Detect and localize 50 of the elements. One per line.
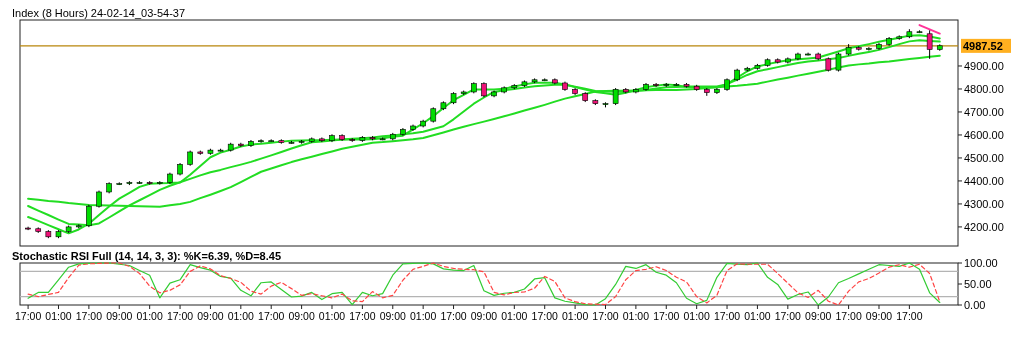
x-tick-label: 17:00 xyxy=(653,310,680,322)
x-tick-label: 09:00 xyxy=(106,310,133,322)
y-tick-label: 100.00 xyxy=(964,257,998,269)
y-tick-label: 4800.00 xyxy=(964,82,1004,95)
x-tick-label: 09:00 xyxy=(865,310,893,322)
x-tick-label: 17:00 xyxy=(713,310,741,322)
x-tick-label: 17:00 xyxy=(531,310,559,322)
chart-title: Index (8 Hours) 24-02-14_03-54-37 xyxy=(12,7,186,19)
candlestick xyxy=(653,82,659,88)
x-tick-label: 01:00 xyxy=(683,310,710,322)
x-tick-label: 01:00 xyxy=(501,310,528,322)
x-tick-label: 01:00 xyxy=(136,310,163,322)
y-tick-label: 4700.00 xyxy=(964,105,1004,118)
x-tick-label: 09:00 xyxy=(379,310,407,322)
x-tick-label: 17:00 xyxy=(592,310,619,322)
x-tick-label: 17:00 xyxy=(440,310,467,322)
x-tick-label: 01:00 xyxy=(318,310,346,322)
x-tick-label: 01:00 xyxy=(45,310,72,322)
x-tick-label: 01:00 xyxy=(561,310,589,322)
y-tick-label: 4500.00 xyxy=(964,151,1004,164)
x-tick-label: 09:00 xyxy=(805,310,832,322)
x-tick-label: 01:00 xyxy=(410,310,437,322)
x-tick-label: 17:00 xyxy=(258,310,285,322)
y-tick-label: 50.00 xyxy=(964,278,992,290)
x-tick-label: 09:00 xyxy=(197,310,224,322)
x-tick-label: 01:00 xyxy=(744,310,771,322)
candlestick xyxy=(258,138,264,144)
line-series xyxy=(27,262,941,306)
x-tick-label: 17:00 xyxy=(774,310,802,322)
y-tick-label: 4200.00 xyxy=(964,220,1004,233)
x-tick-label: 01:00 xyxy=(227,310,255,322)
candlestick xyxy=(86,204,92,228)
x-tick-label: 17:00 xyxy=(349,310,376,322)
x-tick-label: 09:00 xyxy=(470,310,498,322)
y-tick-label: 4400.00 xyxy=(964,174,1004,187)
y-tick-label: 4900.00 xyxy=(964,59,1004,72)
x-tick-label: 17:00 xyxy=(896,310,923,322)
ref-line-label: 4987.52 xyxy=(963,39,1003,52)
y-tick-label: 0.00 xyxy=(964,299,986,311)
x-tick-label: 17:00 xyxy=(835,310,862,322)
x-tick-label: 01:00 xyxy=(622,310,650,322)
x-tick-label: 09:00 xyxy=(288,310,315,322)
chart-title: Stochastic RSI Full (14, 14, 3, 3): %K=6.39, %D=8.45 xyxy=(12,250,282,262)
x-tick-label: 17:00 xyxy=(14,310,42,322)
y-tick-label: 4300.00 xyxy=(964,197,1004,210)
candlestick xyxy=(866,46,872,52)
x-tick-label: 17:00 xyxy=(75,310,103,322)
candlestick xyxy=(926,29,933,60)
y-tick-label: 4600.00 xyxy=(964,128,1004,141)
x-tick-label: 17:00 xyxy=(166,310,194,322)
